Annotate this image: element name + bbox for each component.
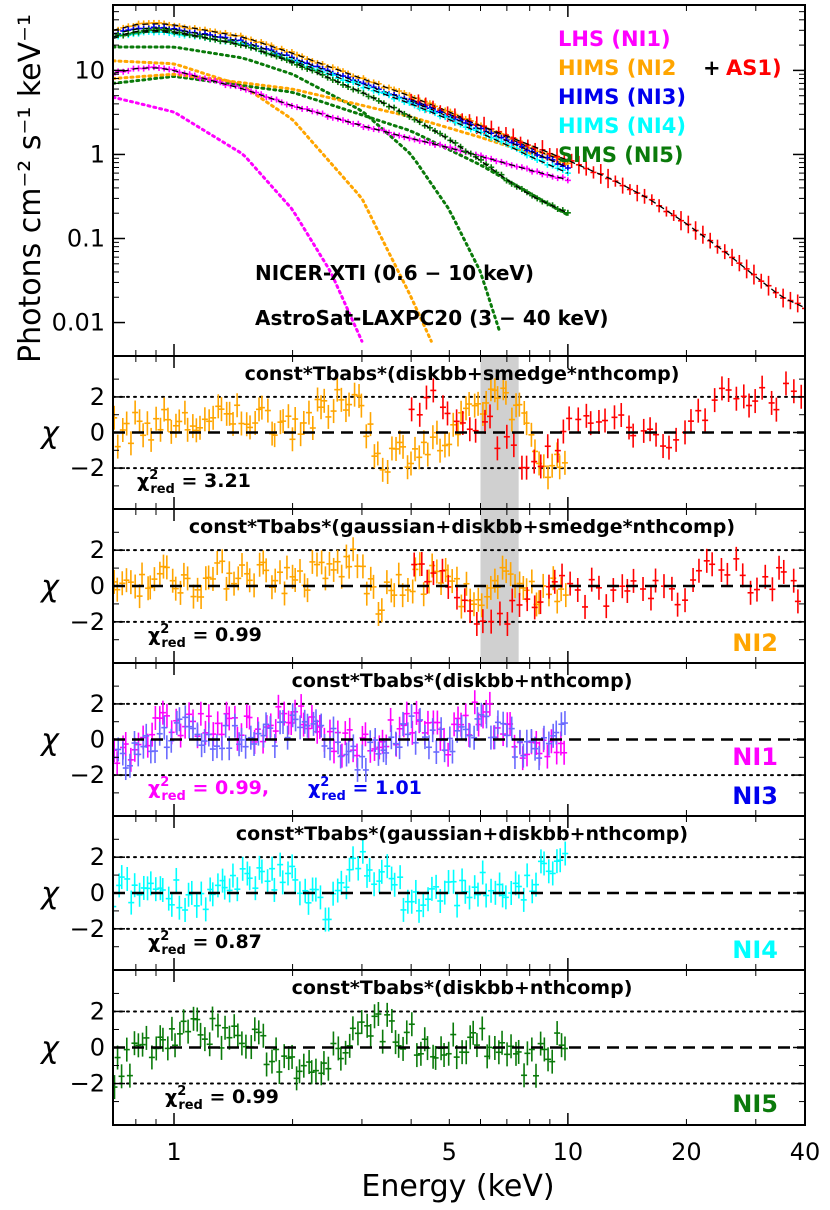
annotation-nicer: NICER-XTI (0.6 − 10 keV) — [255, 261, 534, 285]
residual-panel-4-plot-area — [113, 839, 805, 932]
y-tick-label: 1 — [90, 140, 105, 168]
model-line-ni5 — [113, 29, 569, 214]
legend-entry-plus: + — [703, 56, 721, 80]
component-ni2-diskbb — [113, 59, 433, 343]
residual-panel-3-tag-ni3: NI3 — [732, 782, 778, 810]
y-tick-label: −2 — [70, 761, 105, 789]
residual-panel-1-chi-label: χ — [39, 416, 60, 451]
x-axis-title: Energy (keV) — [361, 1169, 554, 1204]
legend-entry-ni2: HIMS (NI2 — [558, 56, 676, 80]
residual-panel-5-chi2-red: χ2 red = 0.99 — [165, 1084, 279, 1113]
series-ni4 — [113, 28, 571, 177]
y-tick-label: 0 — [90, 419, 105, 447]
annotation-astrosat: AstroSat-LAXPC20 (3 − 40 keV) — [255, 306, 609, 330]
residual-panel-2-chi2-red: χ2 red = 0.99 — [148, 622, 262, 651]
residual-panel-1-title: const*Tbabs*(diskbb+smedge*nthcomp) — [245, 363, 680, 385]
residual-panel-4-tag-ni4: NI4 — [732, 936, 778, 964]
model-line-ni1 — [113, 67, 569, 181]
y-axis-title: Photons cm⁻² s⁻¹ keV⁻¹ — [13, 14, 48, 363]
residual-panel-3-chi2-red: χ2 red = 0.99, — [148, 775, 269, 804]
panel-frame-5 — [112, 969, 806, 1126]
component-ni5-nthcomp — [113, 74, 570, 217]
residual-series-ni4 — [113, 839, 569, 932]
series-ni5 — [113, 26, 571, 216]
y-tick-label: 0 — [90, 879, 105, 907]
legend-entry-ni3: HIMS (NI3) — [558, 85, 686, 109]
residual-panel-5-chi-label: χ — [39, 1031, 60, 1066]
x-tick-label: 1 — [166, 1138, 181, 1166]
series-ni1 — [113, 64, 571, 184]
y-tick-label: 10 — [74, 56, 105, 84]
legend-entry-ni5: SIMS (NI5) — [558, 143, 683, 167]
x-tick-label: 10 — [553, 1138, 584, 1166]
y-tick-label: 2 — [90, 690, 105, 718]
y-tick-label: 0 — [90, 572, 105, 600]
x-tick-label: 20 — [671, 1138, 702, 1166]
spectrum-plot-area — [113, 19, 805, 343]
y-tick-label: 2 — [90, 536, 105, 564]
residual-series-as1 — [408, 371, 805, 480]
residual-panel-2-chi-label: χ — [39, 569, 60, 604]
residual-panel-3-chi-label: χ — [39, 723, 60, 758]
residual-panel-3-chi2-red: χ2 red = 1.01 — [308, 775, 422, 804]
y-tick-label: 0 — [90, 1034, 105, 1062]
component-ni1-diskbb — [113, 95, 364, 343]
x-tick-label: 40 — [790, 1138, 821, 1166]
y-tick-label: −2 — [70, 608, 105, 636]
legend-entry-as1: AS1) — [726, 56, 782, 80]
residual-panel-4-title: const*Tbabs*(gaussian+diskbb+nthcomp) — [236, 823, 688, 845]
residual-panel-2-plot-area — [113, 537, 805, 637]
residual-panel-5-tag-ni5: NI5 — [732, 1090, 778, 1118]
y-tick-label: 0 — [90, 726, 105, 754]
series-as1 — [408, 93, 805, 315]
component-ni5-diskbb — [113, 45, 501, 333]
legend-entry-ni1: LHS (NI1) — [558, 27, 671, 51]
residual-series-ni3 — [113, 702, 568, 782]
residual-panel-4-chi-label: χ — [39, 876, 60, 911]
model-line-ni4 — [113, 31, 569, 174]
component-ni2-nthcomp — [113, 72, 570, 167]
residual-panel-3-title: const*Tbabs*(diskbb+nthcomp) — [292, 670, 633, 692]
y-tick-label: 2 — [90, 997, 105, 1025]
panel-frame-0 — [112, 4, 806, 357]
legend-entry-ni4: HIMS (NI4) — [558, 114, 686, 138]
model-line-ni2 — [113, 23, 569, 164]
residual-panel-2-title: const*Tbabs*(gaussian+diskbb+smedge*nthc… — [189, 516, 735, 538]
x-tick-label: 5 — [442, 1138, 457, 1166]
y-tick-label: −2 — [70, 1070, 105, 1098]
y-tick-label: 0.1 — [67, 225, 105, 253]
y-tick-label: 0.01 — [52, 309, 105, 337]
model-line-ni3 — [113, 27, 569, 169]
model-line-as1 — [410, 98, 805, 309]
residual-panel-4-chi2-red: χ2 red = 0.87 — [148, 929, 262, 958]
y-tick-label: 2 — [90, 383, 105, 411]
series-ni3 — [113, 24, 571, 171]
y-tick-label: −2 — [70, 915, 105, 943]
residual-panel-5-plot-area — [113, 1002, 805, 1100]
residual-panel-1-plot-area — [113, 371, 805, 490]
residual-panel-2-tag-ni2: NI2 — [732, 629, 778, 657]
residual-panel-3-tag-ni1: NI1 — [732, 743, 778, 771]
residual-panel-1-chi2-red: χ2 red = 3.21 — [137, 468, 251, 497]
y-tick-label: 2 — [90, 843, 105, 871]
residual-panel-3-plot-area — [113, 690, 805, 782]
residual-panel-5-title: const*Tbabs*(diskbb+nthcomp) — [292, 977, 633, 999]
y-tick-label: −2 — [70, 454, 105, 482]
